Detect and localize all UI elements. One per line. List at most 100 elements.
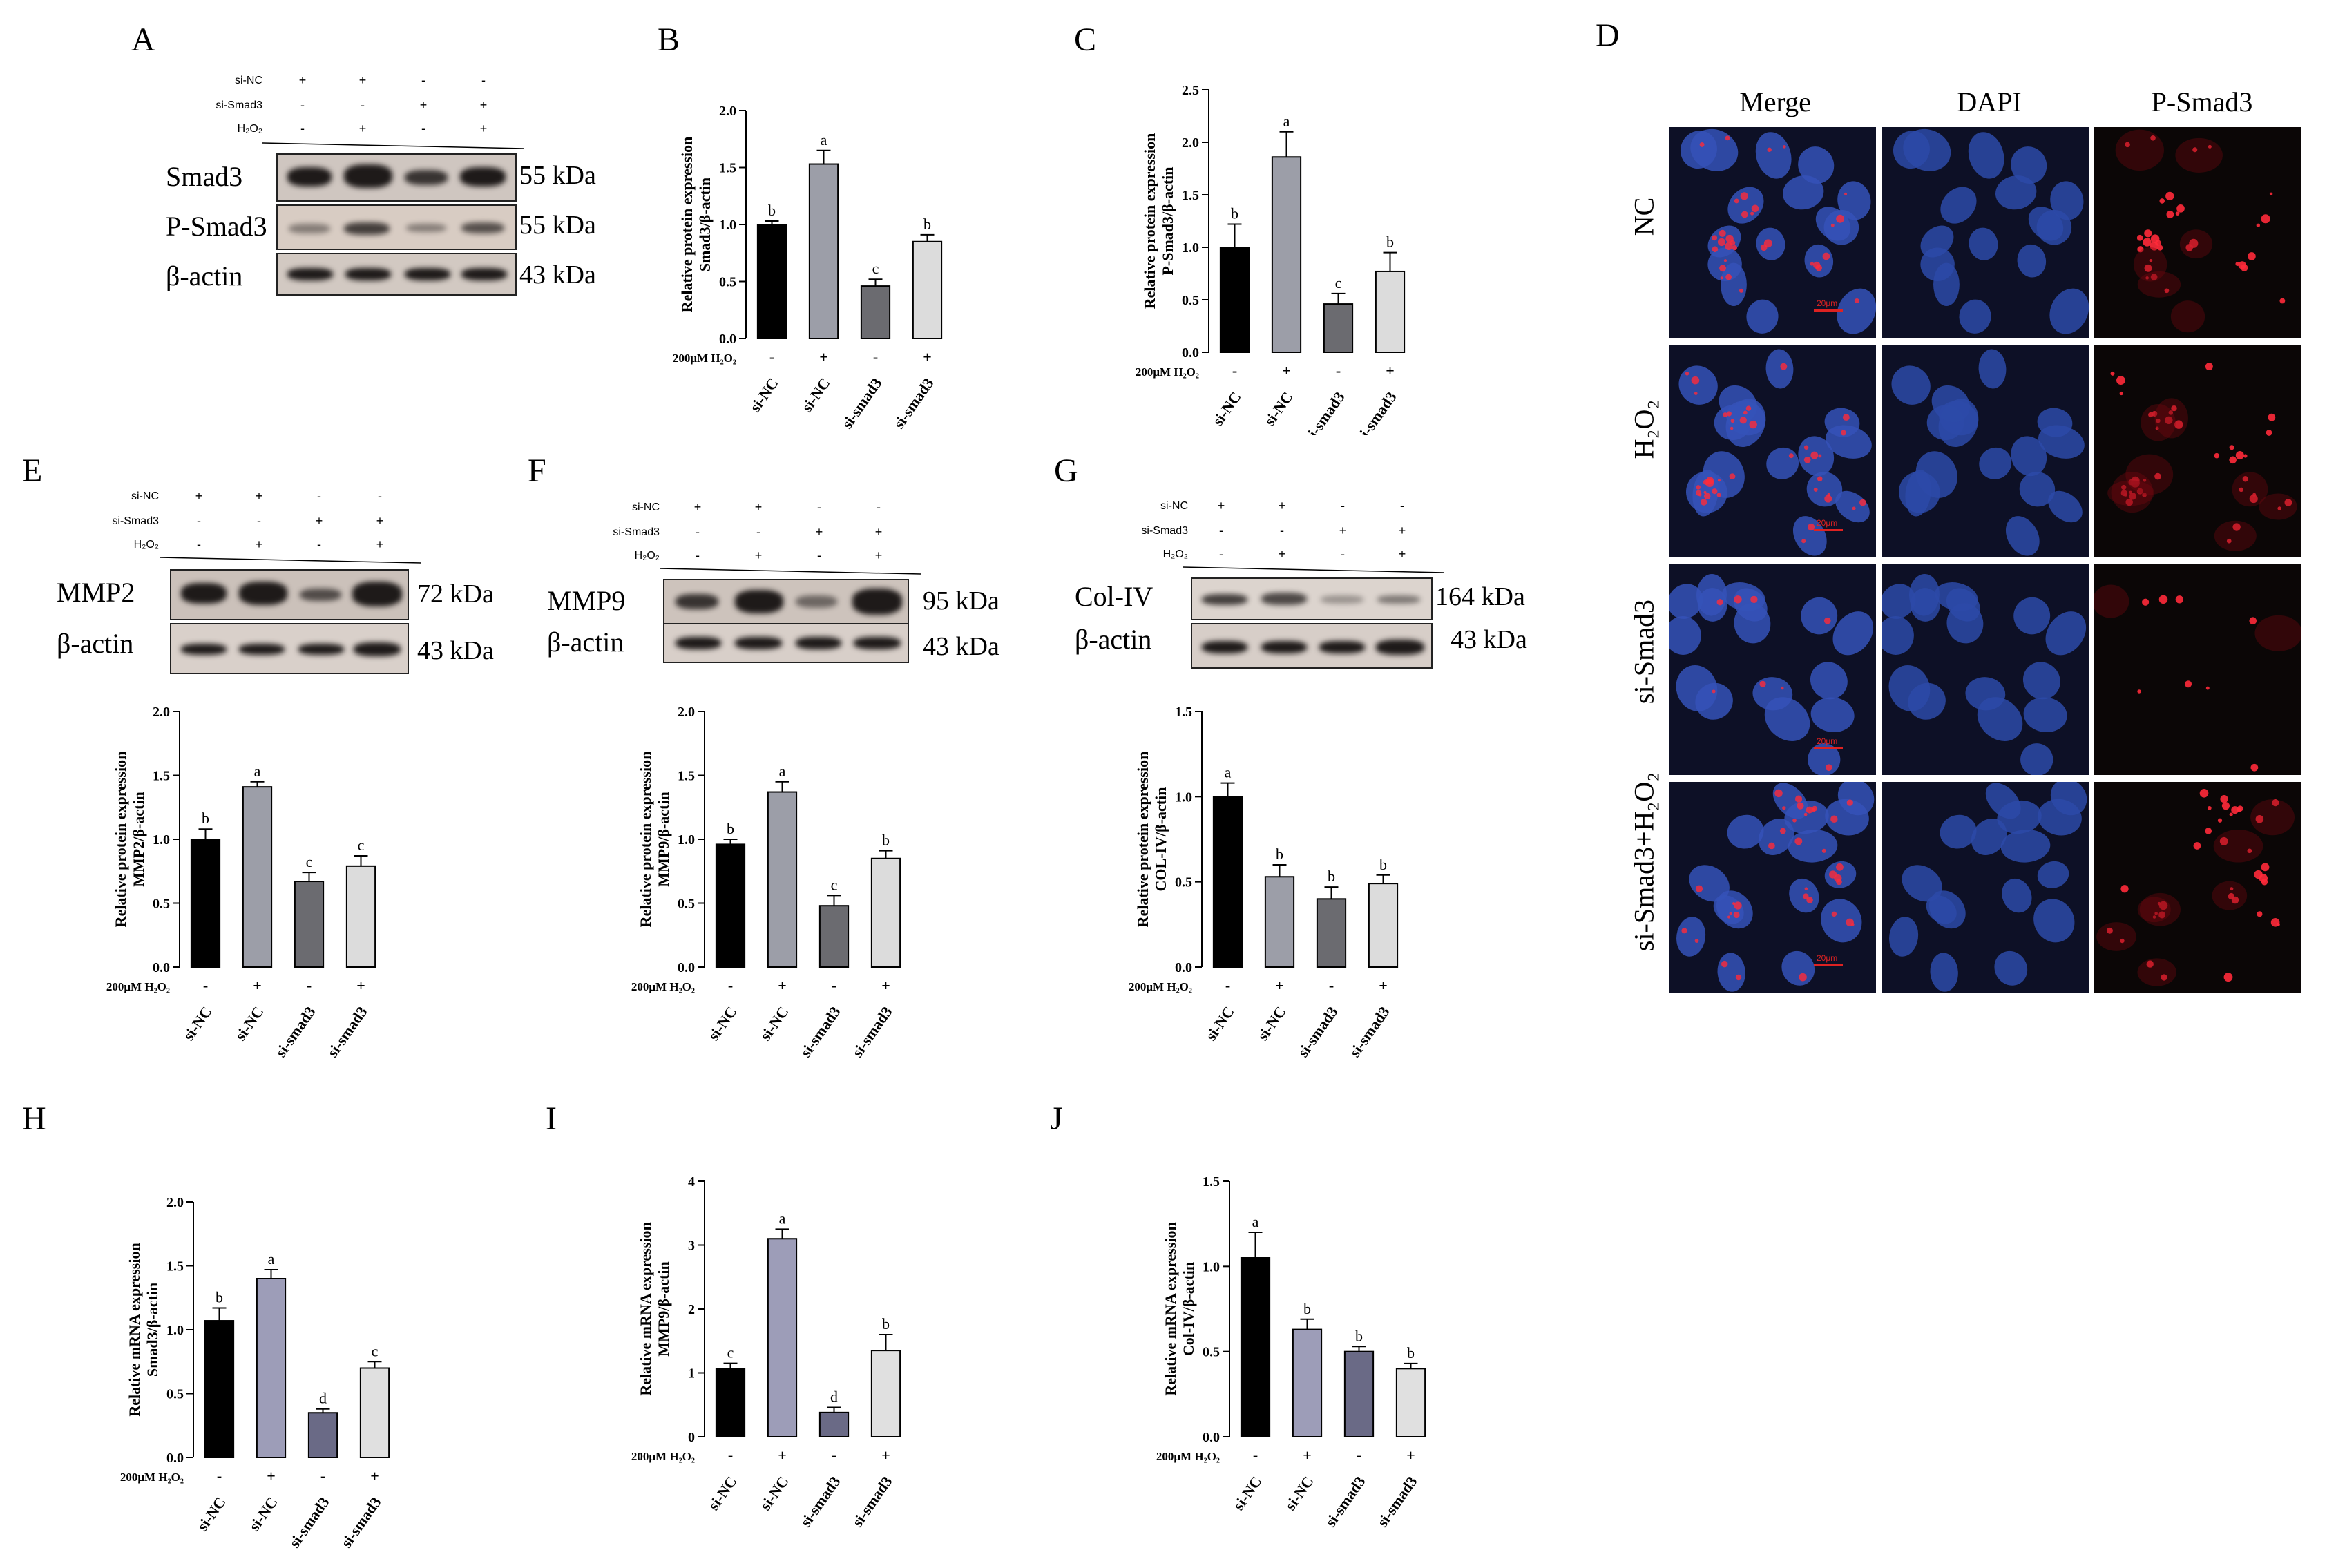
microscopy-row-label: H₂O₂ [1628, 399, 1660, 459]
p-smad3-spot [1803, 812, 1808, 816]
band [461, 268, 507, 280]
sign: - [877, 500, 881, 514]
sign: - [421, 73, 425, 87]
blot-mmp9 [663, 579, 909, 624]
y-tick-label: 0.5 [1203, 1345, 1220, 1360]
h2o2-sign: + [1406, 1446, 1415, 1464]
h2o2-sign: + [819, 348, 828, 365]
nucleus [1979, 447, 2012, 479]
p-smad3-spot [1749, 420, 1757, 429]
cond-label-si-smad3: si-Smad3 [216, 99, 262, 111]
panel-label-f: F [528, 452, 546, 489]
p-smad3-spot [2193, 842, 2201, 850]
blot-row-label: β-actin [166, 260, 243, 291]
p-smad3-spot [2243, 454, 2248, 458]
nucleus [1758, 818, 1794, 855]
sign: + [358, 73, 367, 87]
p-smad3-spot [2175, 211, 2180, 216]
category-label: si-NC [756, 1473, 792, 1513]
sign: - [300, 98, 305, 112]
category-label: si-smad3 [796, 1004, 843, 1060]
h2o2-row-label: 200μM H₂O₂ [631, 980, 695, 993]
y-tick-label: 0.0 [678, 960, 695, 975]
category-label: si-NC [746, 375, 781, 415]
bar [190, 839, 221, 968]
bar-chart-c: 0.0 0.5 1.0 1.5 2.0 2.5 Relative protein expre… [1136, 83, 1406, 435]
nucleus [2023, 697, 2067, 733]
category-label: si-NC [1261, 389, 1296, 429]
nucleus [1832, 611, 1874, 656]
tile-content [1893, 128, 2089, 334]
microscopy-tile [1669, 564, 1876, 775]
p-smad3-spot [2120, 938, 2125, 944]
sign: - [696, 548, 700, 562]
nucleus [1680, 131, 1717, 169]
p-smad3-spot [2239, 487, 2243, 493]
y-tick-label: 1.5 [678, 769, 695, 784]
p-smad3-spot [2247, 848, 2252, 854]
tile-content [2096, 789, 2295, 986]
scale-bar [1814, 529, 1843, 531]
p-smad3-spot [1719, 265, 1726, 272]
tile-background [2094, 782, 2301, 993]
p-smad3-spot [1836, 863, 1844, 871]
significance-letter: c [372, 1342, 379, 1359]
scale-bar-label: 20μm [1817, 953, 1838, 963]
nucleus [2011, 146, 2047, 184]
p-smad3-spot [1824, 495, 1832, 503]
p-smad3-spot [1720, 276, 1723, 280]
y-axis-label-line: Smad3/β-actin [696, 178, 714, 271]
microscopy-tile [2094, 345, 2301, 557]
p-smad3-spot [2136, 234, 2143, 241]
y-tick-label: 2.0 [678, 705, 695, 720]
p-smad3-spot [1836, 214, 1845, 223]
p-smad3-spot [1729, 473, 1736, 479]
nucleus [1994, 950, 2028, 986]
p-smad3-spot [2221, 802, 2230, 810]
nucleus [1997, 800, 2042, 834]
sign: - [421, 122, 425, 135]
p-smad3-spot [2279, 298, 2286, 304]
sign: - [481, 73, 486, 87]
sign: + [1217, 499, 1225, 513]
bar [1240, 1257, 1271, 1437]
band [300, 589, 341, 601]
p-smad3-spot [1696, 485, 1701, 490]
p-smad3-spot [2276, 922, 2280, 926]
p-smad3-haze [2096, 922, 2136, 951]
sign: + [815, 525, 823, 539]
nucleus [1784, 800, 1829, 834]
h2o2-sign: - [873, 348, 878, 365]
band [1319, 641, 1365, 653]
sign: + [358, 122, 367, 135]
significance-letter: a [1252, 1213, 1259, 1230]
sign: + [255, 537, 263, 551]
bar [1395, 1368, 1426, 1438]
sign: + [1398, 547, 1406, 561]
p-smad3-spot [2261, 863, 2270, 872]
p-smad3-haze [2212, 881, 2248, 910]
p-smad3-spot [2120, 885, 2129, 893]
nucleus [2037, 408, 2073, 437]
p-smad3-spot [1691, 376, 1700, 385]
bar [256, 1278, 287, 1458]
blot-row-label: β-actin [57, 628, 134, 659]
bar [242, 786, 273, 968]
p-smad3-haze [2125, 454, 2174, 495]
p-smad3-spot [1733, 911, 1740, 919]
category-label: si-NC [798, 375, 833, 415]
significance-letter: b [923, 216, 931, 233]
band [461, 222, 504, 233]
microscopy-row-label: si-Smad3 [1628, 599, 1660, 705]
sign: + [1278, 499, 1286, 513]
nucleus [1669, 584, 1703, 619]
p-smad3-spot [2266, 430, 2272, 436]
p-smad3-spot [1745, 405, 1752, 411]
p-smad3-spot [2150, 234, 2160, 243]
microscopy-tile [1669, 345, 1876, 557]
p-smad3-spot [1829, 870, 1837, 879]
p-smad3-haze [2175, 137, 2223, 173]
p-smad3-spot [1783, 145, 1786, 149]
nucleus [2022, 662, 2060, 700]
p-smad3-spot [2119, 391, 2123, 396]
